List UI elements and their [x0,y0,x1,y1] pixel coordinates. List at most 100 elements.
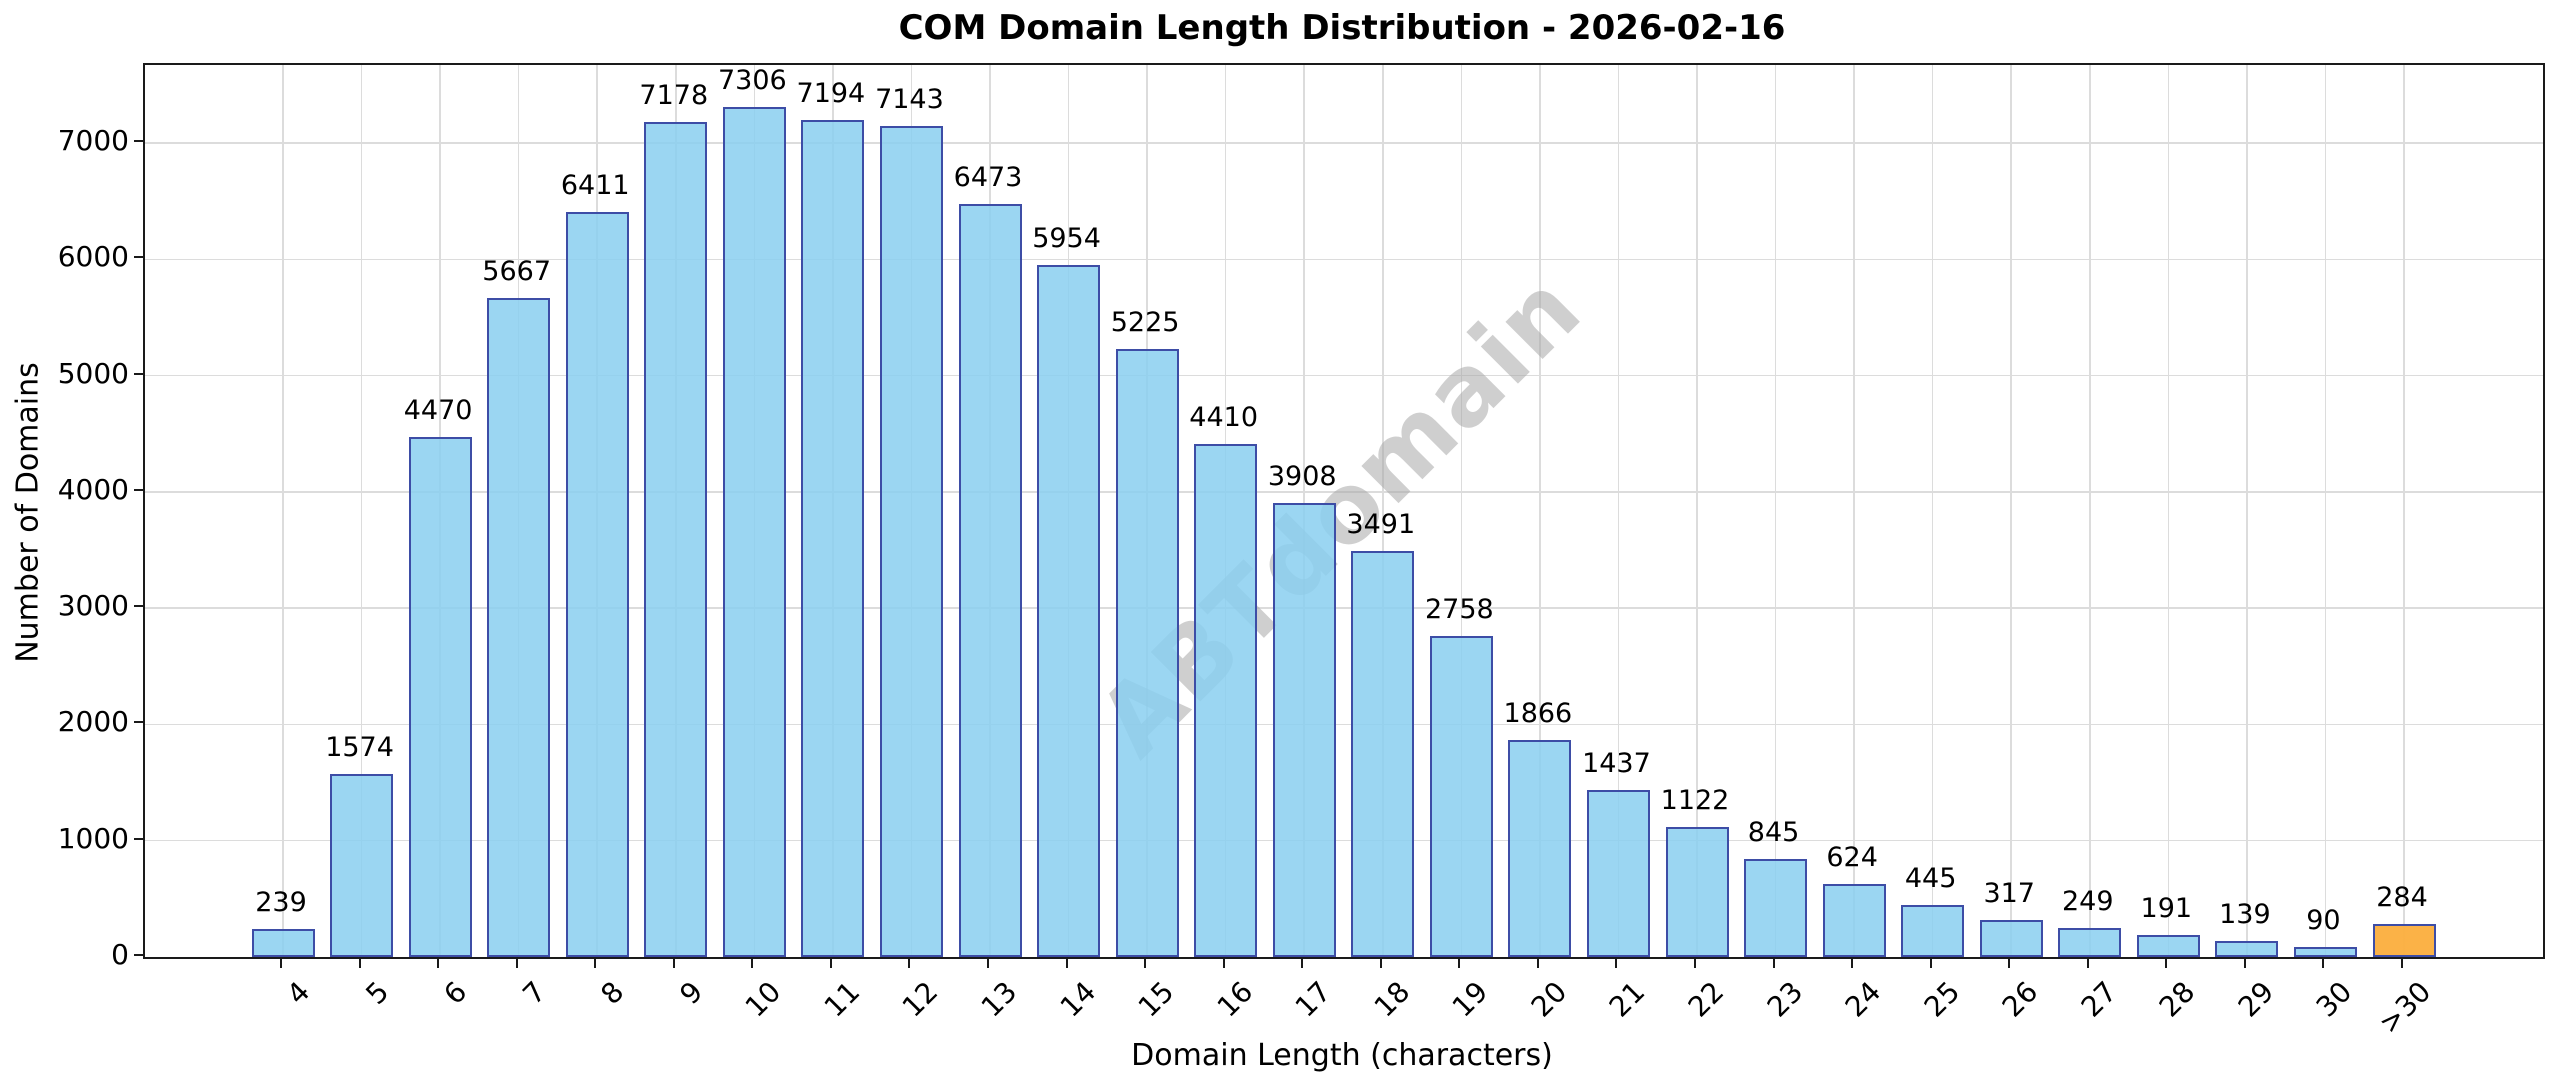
y-tick-label: 0 [111,938,129,971]
x-tick-mark [1929,957,1932,968]
x-tick-label: 27 [2074,975,2124,1024]
v-gridline [1539,65,1541,957]
bar-value-label: 284 [2376,881,2428,913]
x-tick-label: 29 [2231,975,2281,1024]
x-tick-mark [1144,957,1147,968]
y-tick-mark [134,372,143,375]
x-tick-label: 24 [1838,975,1888,1024]
bar-value-label: 5225 [1110,307,1180,339]
x-tick-label: 12 [896,975,945,1024]
x-tick-label: 10 [739,975,788,1024]
y-tick-mark [134,721,143,724]
x-tick-label: 22 [1681,975,1731,1024]
x-tick-label: 14 [1053,975,1102,1024]
x-tick-mark [987,957,989,968]
bar-16 [1194,444,1258,957]
bar-value-label: 1437 [1582,747,1651,779]
bar-15 [1115,349,1179,957]
x-tick-label: 11 [817,975,867,1024]
bar-value-label: 317 [1983,878,2035,910]
x-tick-label: 19 [1446,975,1495,1024]
bar-value-label: 249 [2061,886,2114,918]
bar-6 [408,437,472,957]
x-tick-label: >30 [2372,975,2438,1041]
v-gridline [1774,65,1777,957]
x-tick-label: 15 [1131,975,1181,1024]
bar->30 [2372,923,2436,957]
y-tick-mark [134,605,143,608]
bar-11 [801,120,865,957]
v-gridline [2403,65,2405,957]
bar-value-label: 3908 [1267,460,1337,492]
y-tick-label: 6000 [57,240,129,274]
v-gridline [1853,65,1855,957]
y-tick-label: 2000 [57,705,129,739]
bar-12 [879,126,943,957]
y-tick-mark [134,256,143,259]
x-tick-label: 25 [1917,975,1966,1024]
bar-24 [1822,884,1886,957]
bar-value-label: 1574 [325,731,394,763]
h-gridline [145,491,2543,493]
x-tick-label: 8 [594,975,631,1011]
bar-value-label: 5667 [482,256,552,288]
x-tick-mark [1615,957,1618,968]
x-tick-mark [829,957,832,968]
v-gridline [2010,65,2012,957]
bar-7 [487,298,551,957]
bar-value-label: 6411 [560,169,630,201]
bar-13 [958,204,1022,957]
bar-18 [1351,551,1415,957]
x-tick-label: 9 [673,975,710,1011]
bar-value-label: 624 [1826,842,1878,874]
x-tick-mark [751,957,754,968]
x-tick-label: 16 [1210,975,1259,1024]
y-tick-label: 5000 [57,356,129,390]
x-tick-mark [1851,957,1854,968]
bar-value-label: 2758 [1424,594,1494,626]
x-tick-mark [672,957,675,968]
v-gridline [2089,65,2091,957]
bar-26 [1979,920,2043,957]
x-tick-label: 6 [437,975,474,1011]
x-tick-mark [1065,957,1068,968]
x-tick-mark [1301,957,1304,968]
x-tick-label: 23 [1760,975,1809,1024]
bar-10 [722,107,786,957]
bar-value-label: 4410 [1189,402,1259,434]
bar-value-label: 7306 [717,65,787,97]
x-tick-label: 18 [1367,975,1417,1024]
bar-value-label: 7194 [796,78,866,110]
x-tick-mark [358,957,361,968]
chart-title: COM Domain Length Distribution - 2026-02… [898,8,1786,48]
y-tick-label: 4000 [57,472,129,506]
v-gridline [282,65,284,957]
h-gridline [145,723,2543,726]
v-gridline [1460,65,1463,957]
x-tick-mark [594,957,597,968]
bar-value-label: 1866 [1503,698,1573,730]
bar-value-label: 191 [2140,892,2193,924]
y-tick-label: 3000 [57,589,129,623]
x-tick-label: 5 [358,975,395,1011]
x-tick-mark [2401,957,2403,968]
x-tick-mark [2322,957,2325,968]
bar-19 [1429,636,1493,957]
v-gridline [1931,65,1934,957]
bar-9 [644,122,708,957]
v-gridline [1696,65,1698,957]
bar-value-label: 1122 [1660,784,1730,816]
h-gridline [145,607,2543,609]
v-gridline [1617,65,1620,957]
bar-value-label: 7143 [875,84,944,116]
v-gridline [2246,65,2248,957]
bar-25 [1901,905,1965,957]
h-gridline [145,374,2543,377]
h-gridline [145,142,2543,144]
x-tick-mark [2165,957,2168,968]
bar-30 [2293,946,2357,957]
x-tick-label: 4 [280,975,317,1011]
x-tick-mark [515,957,518,968]
x-tick-mark [1536,957,1539,968]
